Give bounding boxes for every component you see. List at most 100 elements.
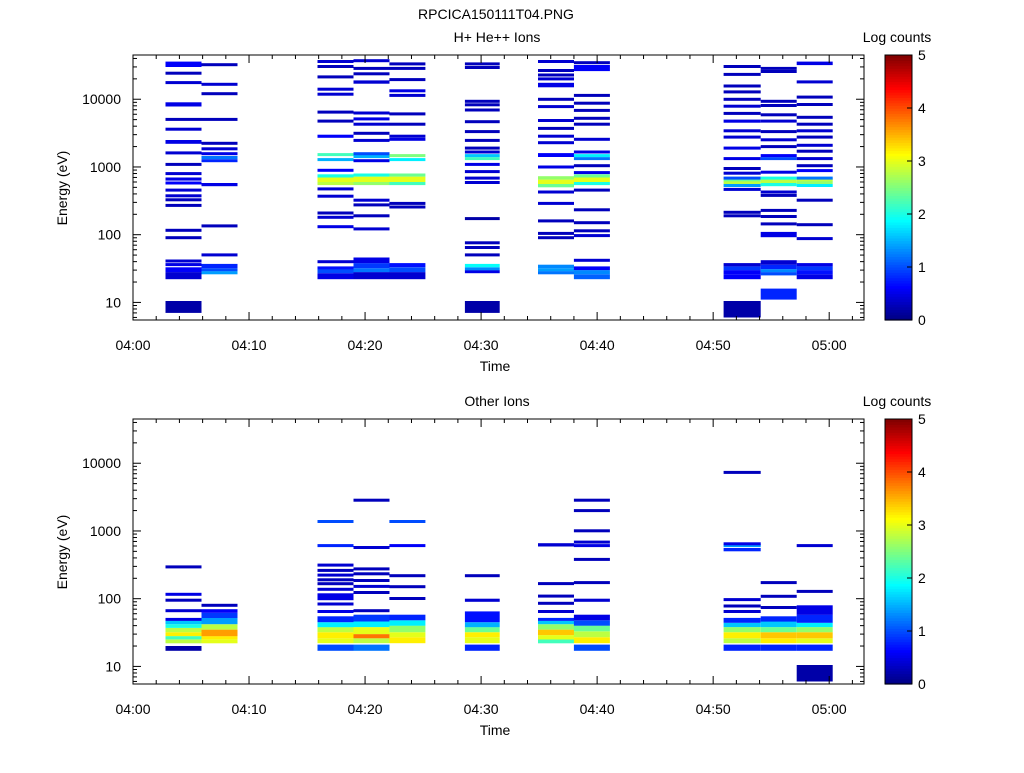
figure-title: RPCICA150111T04.PNG (418, 6, 574, 22)
heatmap-cell (760, 193, 797, 197)
heatmap-cell (353, 257, 390, 264)
colorbar-segment (885, 554, 912, 558)
heatmap-cell (760, 145, 797, 149)
colorbar-segment (885, 482, 912, 486)
colorbar-segment (885, 264, 912, 268)
heatmap-cell (723, 181, 761, 184)
heatmap-cell (317, 582, 354, 586)
colorbar-segment (885, 147, 912, 151)
heatmap-cell (796, 605, 833, 615)
heatmap-cell (389, 544, 426, 548)
heatmap-cell (201, 629, 238, 637)
colorbar-segment (885, 115, 912, 120)
heatmap-cell (760, 260, 797, 265)
heatmap-cell (573, 154, 610, 158)
heatmap-cell (538, 264, 574, 269)
heatmap-cell (723, 184, 761, 187)
heatmap-cell (464, 632, 500, 638)
heatmap-cell (538, 69, 574, 72)
heatmap-cell (353, 159, 390, 163)
colorbar-segment (885, 440, 912, 444)
heatmap-cell (353, 614, 390, 622)
heatmap-cell (796, 544, 833, 548)
heatmap-cell (353, 627, 390, 635)
heatmap-cell (317, 110, 354, 114)
colorbar-segment (885, 280, 912, 284)
colorbar-segment (885, 628, 912, 632)
colorbar-segment (885, 251, 912, 255)
heatmap-cell (760, 627, 797, 633)
heatmap-cell (573, 101, 610, 105)
heatmap-cell (723, 604, 761, 608)
heatmap-cell (353, 644, 390, 651)
colorbar-segment (885, 514, 912, 518)
colorbar-segment (885, 456, 912, 460)
heatmap-cell (796, 614, 833, 623)
colorbar-segment (885, 434, 912, 439)
heatmap-cell (317, 174, 354, 178)
heatmap-cell (389, 201, 426, 205)
heatmap-cell (723, 84, 761, 88)
heatmap-cell (538, 271, 574, 275)
heatmap-cell (165, 151, 202, 155)
heatmap-cell (317, 182, 354, 186)
heatmap-cell (538, 635, 574, 640)
x-tick-label: 04:10 (232, 337, 267, 353)
y-axis-label: Energy (eV) (54, 515, 70, 590)
panel-title: Other Ions (464, 393, 529, 409)
heatmap-cell (573, 614, 610, 621)
heatmap-cell (723, 610, 761, 613)
colorbar-segment (885, 68, 912, 72)
colorbar-segment (885, 609, 912, 614)
heatmap-cell (573, 108, 610, 112)
colorbar-segment (885, 654, 912, 659)
heatmap-cell (538, 77, 574, 81)
heatmap-cell (165, 565, 202, 569)
colorbar-segment (885, 665, 912, 669)
colorbar-segment (885, 153, 912, 157)
heatmap-cell (796, 61, 833, 66)
heatmap-cell (573, 581, 610, 585)
heatmap-cell (353, 591, 390, 594)
heatmap-cell (353, 634, 390, 639)
colorbar-segment (885, 174, 912, 178)
colorbar-segment (885, 501, 912, 505)
colorbar-tick-label: 0 (918, 312, 926, 328)
colorbar-segment (885, 532, 912, 537)
colorbar-segment (885, 187, 912, 191)
colorbar-segment (885, 421, 912, 425)
colorbar-tick-label: 4 (918, 100, 926, 116)
heatmap-cell (723, 104, 761, 108)
colorbar-segment (885, 108, 912, 112)
colorbar-segment (885, 76, 912, 80)
colorbar-segment (885, 155, 912, 159)
colorbar-segment (885, 304, 912, 308)
heatmap-cell (538, 629, 574, 636)
colorbar-segment (885, 641, 912, 645)
colorbar-segment (885, 168, 912, 173)
heatmap-cell (538, 176, 574, 180)
heatmap-cell (573, 150, 610, 154)
colorbar-segment (885, 296, 912, 300)
colorbar-segment (885, 184, 912, 189)
colorbar-segment (885, 442, 912, 447)
heatmap-cell (317, 260, 354, 264)
colorbar-segment (885, 274, 912, 279)
heatmap-cell (317, 632, 354, 639)
colorbar-segment (885, 309, 912, 313)
colorbar-segment (885, 150, 912, 154)
heatmap-cell (201, 253, 238, 257)
heatmap-cell (464, 157, 500, 161)
colorbar-segment (885, 681, 912, 685)
colorbar-segment (885, 620, 912, 624)
colorbar-segment (885, 235, 912, 239)
heatmap-cell (464, 146, 500, 150)
colorbar-segment (885, 572, 912, 576)
colorbar-tick-label: 5 (918, 411, 926, 427)
colorbar-segment (885, 469, 912, 473)
heatmap-cell (353, 214, 390, 218)
heatmap-cell (796, 263, 833, 267)
heatmap-cell (723, 274, 761, 280)
heatmap-cell (317, 593, 354, 601)
heatmap-cell (317, 563, 354, 567)
